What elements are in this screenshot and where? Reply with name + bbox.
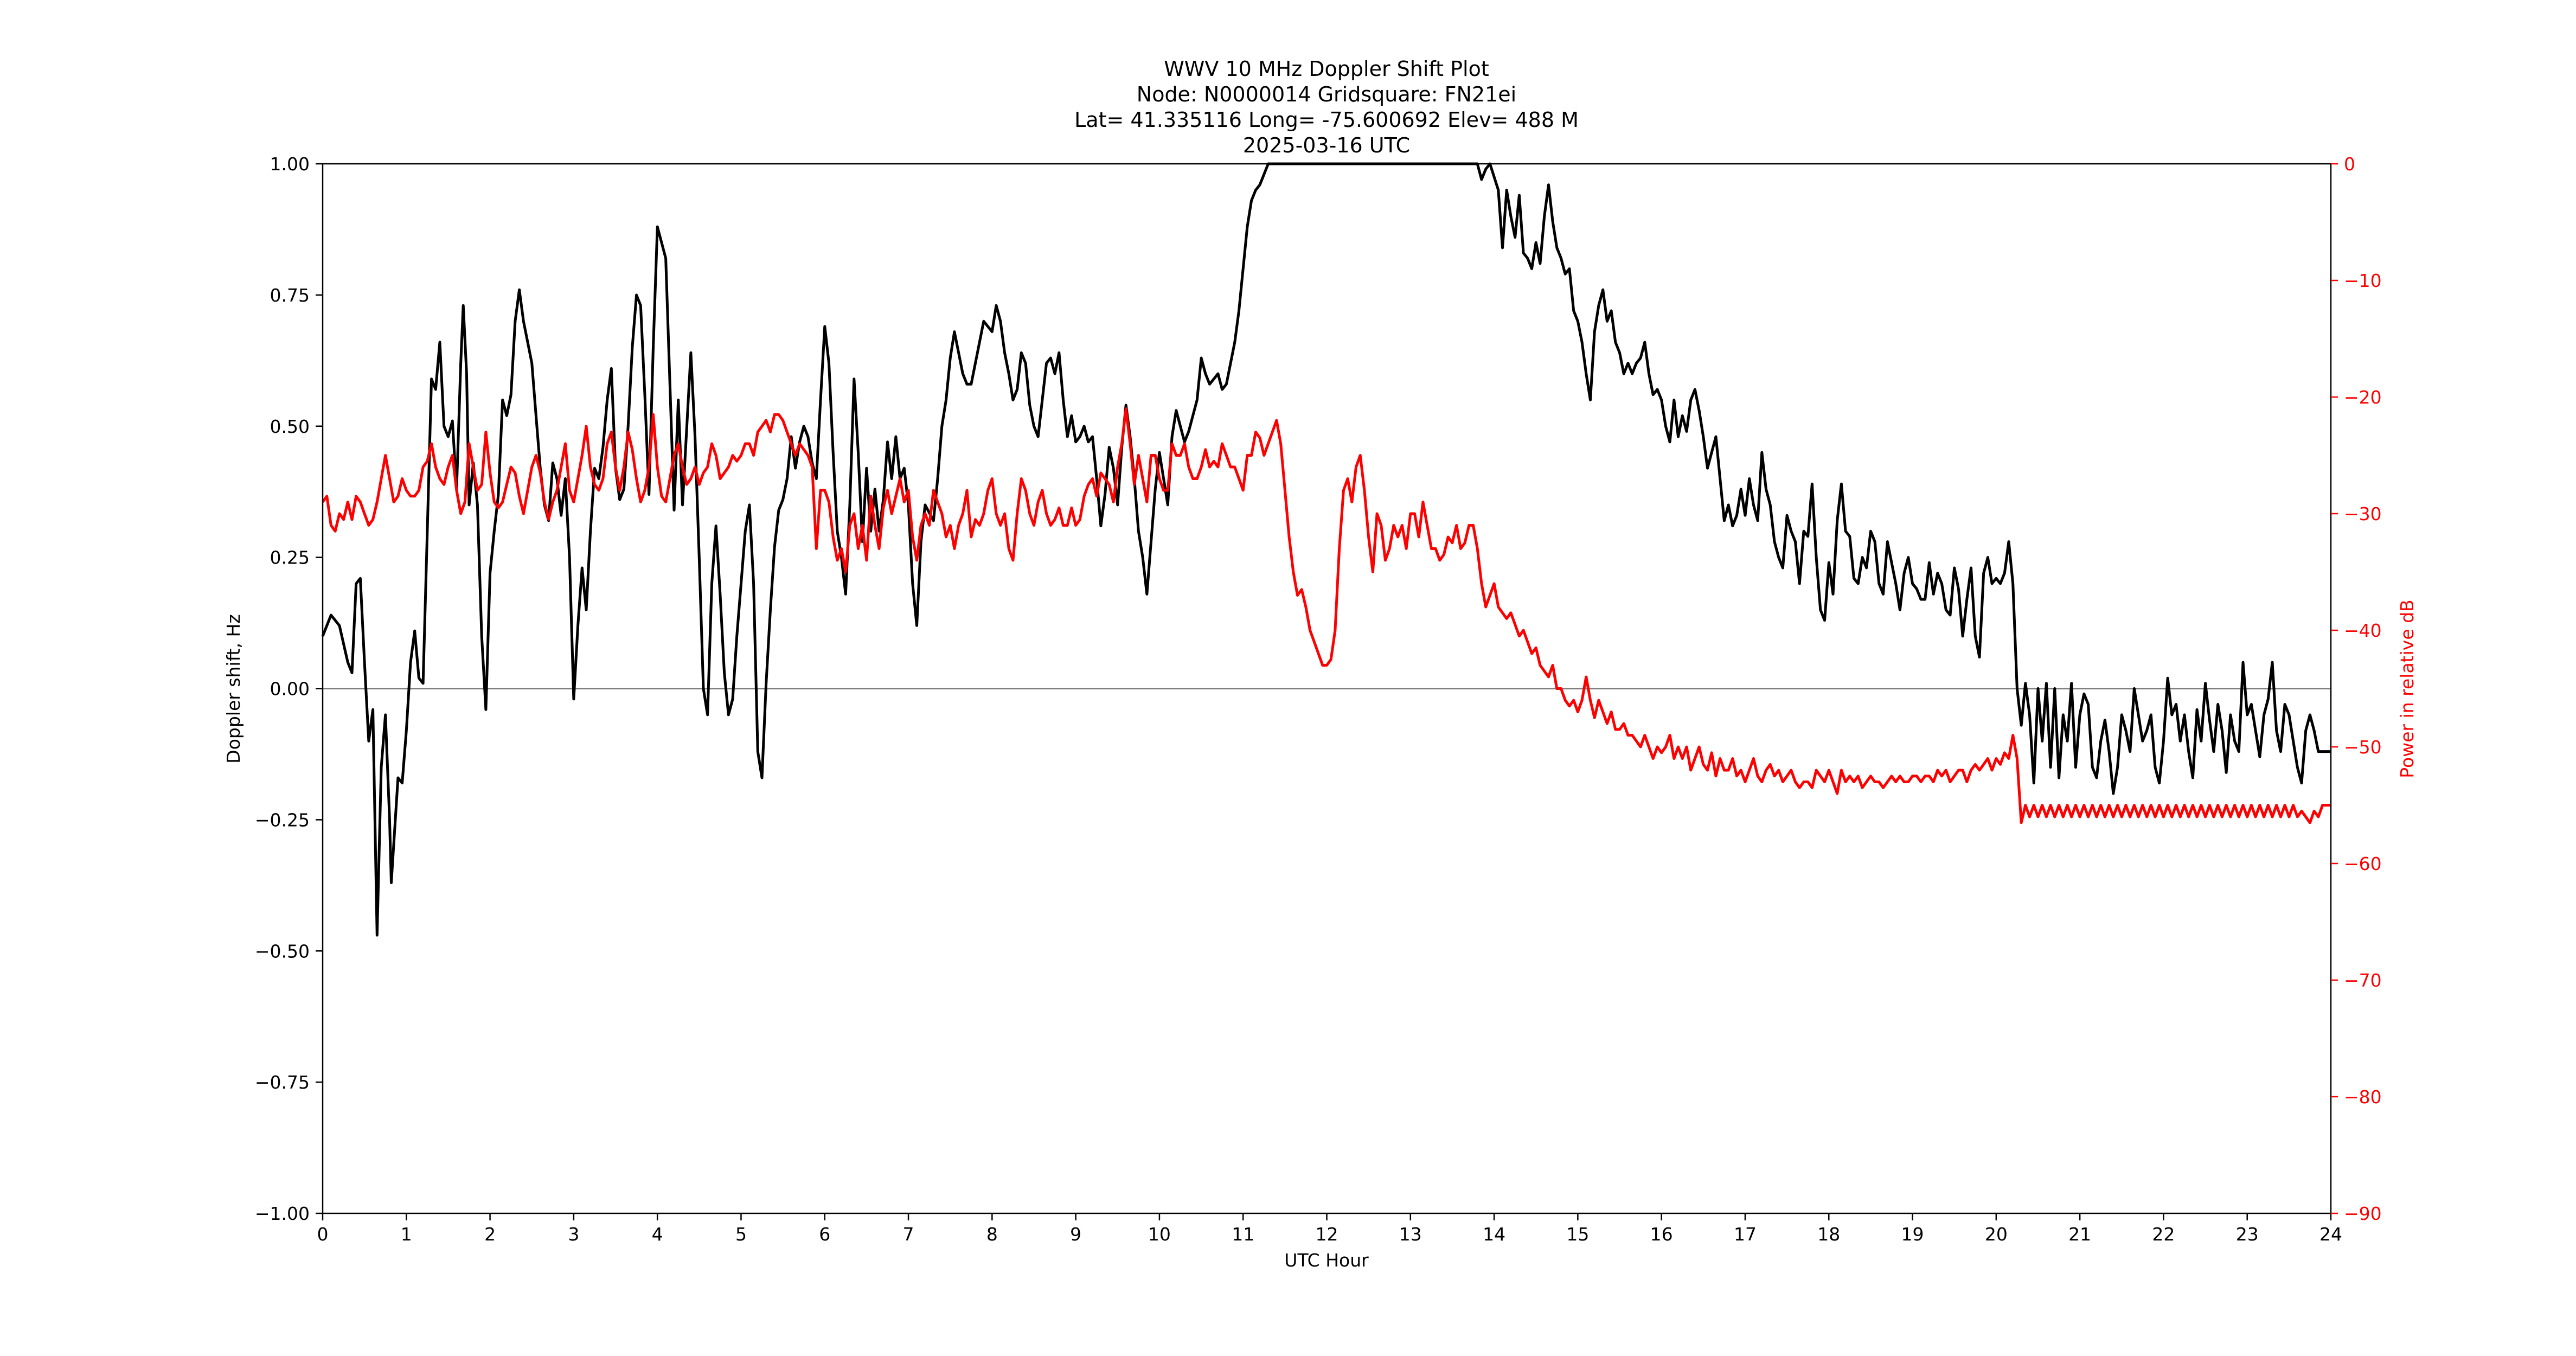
doppler-series-line	[321, 162, 2331, 937]
y2-tick-label: −70	[2344, 970, 2382, 991]
x-tick-label: 10	[1148, 1224, 1171, 1245]
y-axis-label: Doppler shift, Hz	[223, 614, 244, 763]
x-tick-label: 16	[1650, 1224, 1673, 1245]
y2-tick-label: −40	[2344, 620, 2382, 641]
y-tick-label: −0.75	[255, 1072, 310, 1093]
x-tick-label: 5	[735, 1224, 747, 1245]
y2-axis-ticks: 0 −10 −20 −30 −40 −50 −60 −70 −80 −90	[2331, 153, 2382, 1224]
x-tick-label: 12	[1316, 1224, 1338, 1245]
title-line: Lat= 41.335116 Long= -75.600692 Elev= 48…	[1074, 108, 1579, 132]
x-tick-label: 6	[819, 1224, 830, 1245]
x-tick-label: 14	[1483, 1224, 1505, 1245]
x-tick-label: 2	[484, 1224, 496, 1245]
x-tick-label: 18	[1817, 1224, 1840, 1245]
y-tick-label: 1.00	[270, 153, 310, 175]
x-tick-label: 24	[2319, 1224, 2342, 1245]
x-tick-label: 19	[1901, 1224, 1924, 1245]
x-tick-label: 3	[568, 1224, 579, 1245]
y2-tick-label: −20	[2344, 387, 2382, 408]
title-line: Node: N0000014 Gridsquare: FN21ei	[1137, 82, 1516, 106]
x-tick-label: 20	[1985, 1224, 2008, 1245]
x-tick-label: 1	[401, 1224, 412, 1245]
x-tick-label: 9	[1070, 1224, 1081, 1245]
y2-tick-label: −10	[2344, 270, 2382, 291]
y-tick-label: −1.00	[255, 1203, 310, 1224]
y2-tick-label: 0	[2344, 153, 2355, 175]
x-tick-label: 11	[1232, 1224, 1254, 1245]
y2-tick-label: −30	[2344, 503, 2382, 525]
series-layer	[321, 162, 2331, 937]
x-tick-label: 23	[2236, 1224, 2259, 1245]
y-tick-label: 0.00	[270, 679, 310, 700]
x-tick-label: 21	[2068, 1224, 2091, 1245]
x-tick-label: 7	[903, 1224, 914, 1245]
y-tick-label: −0.25	[255, 809, 310, 830]
x-tick-label: 13	[1399, 1224, 1422, 1245]
x-tick-label: 4	[652, 1224, 663, 1245]
y2-tick-label: −60	[2344, 853, 2382, 874]
x-tick-label: 8	[986, 1224, 998, 1245]
y-tick-label: 0.25	[270, 547, 310, 568]
y2-tick-label: −90	[2344, 1203, 2382, 1224]
x-tick-label: 0	[317, 1224, 329, 1245]
y2-axis-label: Power in relative dB	[2396, 599, 2418, 778]
y2-tick-label: −80	[2344, 1086, 2382, 1108]
y-axis-ticks: 1.00 0.75 0.50 0.25 0.00 −0.25 −0.50 −0.75 −1.00	[255, 153, 323, 1224]
y-tick-label: 0.75	[270, 285, 310, 306]
y2-tick-label: −50	[2344, 737, 2382, 758]
title-line: WWV 10 MHz Doppler Shift Plot	[1164, 57, 1489, 81]
x-axis-ticks: 0 1 2 3 4 5 6 7 8 9 10 11 12 13 14 15 16 17 18 19 20 21 22 23 24	[317, 1213, 2342, 1245]
x-tick-label: 22	[2152, 1224, 2175, 1245]
power-series-line	[321, 407, 2331, 824]
y-tick-label: −0.50	[255, 941, 310, 962]
x-tick-label: 17	[1734, 1224, 1757, 1245]
y-tick-label: 0.50	[270, 416, 310, 437]
x-tick-label: 15	[1566, 1224, 1589, 1245]
chart-title: WWV 10 MHz Doppler Shift Plot Node: N000…	[1074, 57, 1579, 157]
title-line: 2025-03-16 UTC	[1243, 133, 1410, 157]
x-axis-label: UTC Hour	[1284, 1250, 1369, 1271]
